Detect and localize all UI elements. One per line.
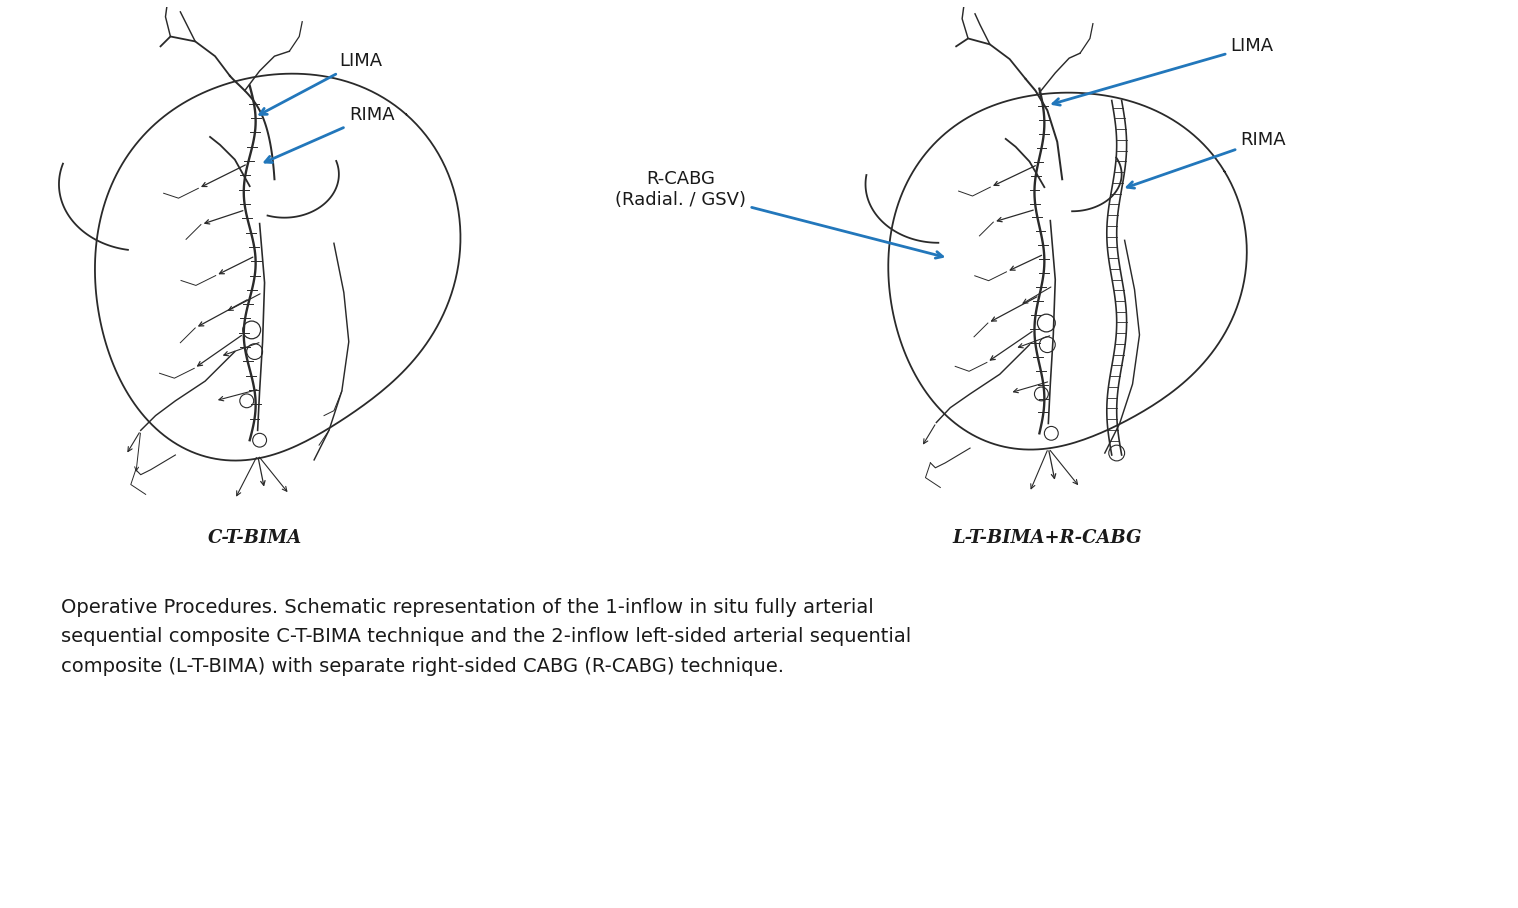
Text: RIMA: RIMA [1128,131,1286,188]
Text: LIMA: LIMA [260,52,383,114]
Text: L-T-BIMA+R-CABG: L-T-BIMA+R-CABG [953,528,1142,547]
Text: LIMA: LIMA [1053,37,1274,105]
Text: C-T-BIMA: C-T-BIMA [208,528,302,547]
Text: RIMA: RIMA [266,106,395,163]
Text: sequential composite C-T-BIMA technique and the 2-inflow left-sided arterial seq: sequential composite C-T-BIMA technique … [61,627,912,646]
Text: composite (L-T-BIMA) with separate right-sided CABG (R-CABG) technique.: composite (L-T-BIMA) with separate right… [61,656,785,676]
Text: R-CABG
(Radial. / GSV): R-CABG (Radial. / GSV) [615,170,943,258]
Text: Operative Procedures. Schematic representation of the 1-inflow in situ fully art: Operative Procedures. Schematic represen… [61,597,874,617]
